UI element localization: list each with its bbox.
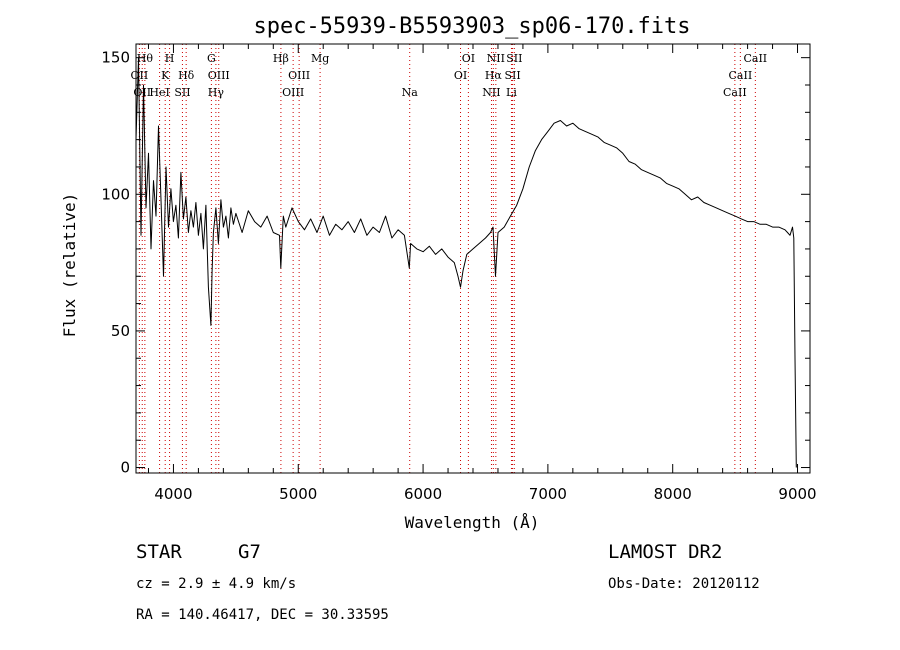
line-marker-label-17: OI xyxy=(462,52,475,65)
object-class: STAR xyxy=(136,541,182,563)
x-tick-label-4: 8000 xyxy=(654,485,692,503)
line-marker-label-10: OIII xyxy=(208,69,230,82)
redshift-readout: cz = 2.9 ± 4.9 km/s xyxy=(136,576,296,592)
line-marker-label-11: Hβ xyxy=(273,52,289,65)
line-marker-label-22: SII xyxy=(504,69,520,82)
plot-frame xyxy=(135,43,811,474)
y-tick-label-0: 0 xyxy=(120,459,130,477)
line-marker-label-0: OII xyxy=(131,69,149,82)
y-tick-label-2: 100 xyxy=(101,185,130,203)
y-tick-label-1: 50 xyxy=(111,322,130,340)
line-marker-label-20: NII xyxy=(487,52,505,65)
line-marker-label-23: SII xyxy=(506,52,522,65)
line-marker-label-13: OIII xyxy=(288,69,310,82)
line-marker-label-7: Hδ xyxy=(178,69,195,82)
line-markers xyxy=(138,44,756,473)
x-tick-label-5: 9000 xyxy=(778,485,816,503)
line-marker-label-9: Hγ xyxy=(208,86,225,99)
line-marker-label-8: G xyxy=(207,52,216,65)
line-marker-label-16: OI xyxy=(454,69,467,82)
line-marker-label-21: Li xyxy=(506,86,517,99)
survey-name: LAMOST DR2 xyxy=(608,541,722,563)
line-marker-label-26: CaII xyxy=(743,52,767,65)
line-marker-label-5: H xyxy=(165,52,175,65)
line-marker-label-12: OIII xyxy=(282,86,304,99)
line-marker-label-4: HeI xyxy=(149,86,169,99)
x-tick-label-3: 7000 xyxy=(529,485,567,503)
obs-date: Obs-Date: 20120112 xyxy=(608,576,760,592)
line-marker-label-3: K xyxy=(161,69,170,82)
line-marker-label-2: Hθ xyxy=(137,52,154,65)
x-tick-label-1: 5000 xyxy=(279,485,317,503)
line-marker-labels: OIIOIIHθKHeIHSIIHδGHγOIIIHβOIIIOIIIMgNaO… xyxy=(131,52,768,99)
spectrum-line-0 xyxy=(135,57,797,468)
line-marker-label-6: SII xyxy=(174,86,190,99)
y-axis-title: Flux (relative) xyxy=(60,193,79,338)
line-marker-label-25: CaII xyxy=(729,69,753,82)
y-axis-ticks: 0 50 100 150 xyxy=(101,49,810,477)
x-tick-label-0: 4000 xyxy=(154,485,192,503)
x-tick-label-2: 6000 xyxy=(404,485,442,503)
y-tick-label-3: 150 xyxy=(101,49,130,67)
chart-title: spec-55939-B5593903_sp06-170.fits xyxy=(253,14,690,39)
line-marker-label-24: CaII xyxy=(723,86,747,99)
line-marker-label-15: Na xyxy=(402,86,419,99)
coordinates-readout: RA = 140.46417, DEC = 30.33595 xyxy=(136,607,389,623)
spectrum-series xyxy=(135,57,797,468)
object-subclass: G7 xyxy=(238,541,261,563)
line-marker-label-14: Mg xyxy=(311,52,329,65)
line-marker-label-19: Hα xyxy=(485,69,503,82)
x-axis-title: Wavelength (Å) xyxy=(405,513,540,532)
line-marker-label-18: NII xyxy=(482,86,500,99)
x-axis-ticks: 4000 5000 6000 7000 8000 9000 xyxy=(147,44,817,503)
